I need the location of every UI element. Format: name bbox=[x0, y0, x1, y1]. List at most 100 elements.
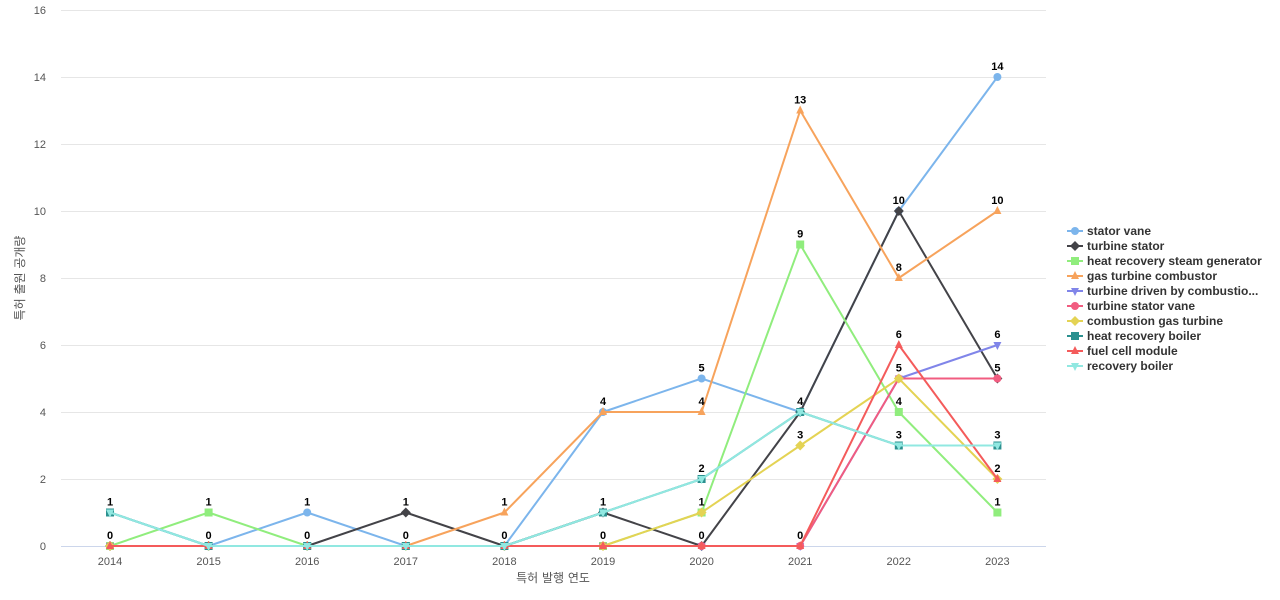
data-point bbox=[401, 543, 410, 551]
data-point bbox=[303, 508, 312, 517]
data-label: 0 bbox=[206, 530, 212, 542]
series-line bbox=[110, 344, 999, 547]
y-axis-title: 특허 출원 공개량 bbox=[13, 236, 27, 321]
data-point bbox=[204, 543, 213, 551]
data-label: 3 bbox=[896, 430, 902, 442]
x-axis-title: 특허 발행 연도 bbox=[516, 570, 590, 585]
grid-lines bbox=[61, 10, 1046, 480]
data-point bbox=[500, 507, 509, 516]
data-point bbox=[894, 340, 903, 348]
legend-item[interactable]: heat recovery boiler bbox=[1067, 329, 1201, 343]
series-line bbox=[110, 210, 999, 547]
legend-marker bbox=[1071, 346, 1079, 354]
x-tick-label: 2023 bbox=[985, 556, 1009, 568]
y-tick-label: 4 bbox=[40, 407, 46, 419]
x-tick-label: 2022 bbox=[887, 556, 911, 568]
data-label: 0 bbox=[699, 530, 705, 542]
data-label: 0 bbox=[107, 530, 113, 542]
legend-item[interactable]: turbine stator bbox=[1067, 239, 1165, 253]
legend-label: combustion gas turbine bbox=[1087, 314, 1223, 328]
data-label: 2 bbox=[994, 463, 1000, 475]
y-tick-label: 10 bbox=[34, 206, 46, 218]
series-layer bbox=[105, 73, 1003, 551]
data-label: 1 bbox=[107, 497, 113, 509]
data-point bbox=[894, 273, 903, 281]
data-point bbox=[204, 508, 213, 517]
legend-label: gas turbine combustor bbox=[1087, 269, 1217, 283]
legend-label: turbine stator vane bbox=[1087, 299, 1195, 313]
data-label: 4 bbox=[600, 396, 607, 408]
legend-label: turbine driven by combustio... bbox=[1087, 284, 1258, 298]
data-point bbox=[599, 509, 607, 518]
legend-item[interactable]: fuel cell module bbox=[1067, 344, 1178, 358]
data-point bbox=[500, 543, 509, 551]
data-point bbox=[106, 541, 114, 549]
data-label: 2 bbox=[699, 463, 705, 475]
series-line bbox=[109, 411, 998, 547]
data-label: 6 bbox=[994, 329, 1000, 341]
legend-item[interactable]: recovery boiler bbox=[1067, 359, 1173, 373]
data-point bbox=[697, 476, 706, 484]
data-label: 8 bbox=[896, 262, 902, 274]
y-tick-label: 16 bbox=[34, 5, 46, 17]
data-point bbox=[796, 541, 805, 549]
data-point bbox=[697, 541, 706, 549]
legend-marker bbox=[1071, 227, 1079, 235]
data-point bbox=[796, 105, 805, 114]
data-label: 1 bbox=[600, 497, 606, 509]
x-tick-label: 2016 bbox=[295, 556, 319, 568]
y-tick-label: 14 bbox=[34, 72, 46, 84]
data-point bbox=[796, 409, 805, 417]
data-label: 0 bbox=[501, 530, 507, 542]
x-tick-label: 2014 bbox=[98, 556, 122, 568]
x-tick-label: 2020 bbox=[689, 556, 713, 568]
data-label: 1 bbox=[699, 497, 705, 509]
data-label: 1 bbox=[501, 497, 507, 509]
y-axis-tick-labels: 0 2 4 6 8 10 12 14 16 bbox=[34, 5, 46, 553]
data-point bbox=[106, 509, 114, 518]
legend-label: turbine stator bbox=[1087, 239, 1165, 253]
legend-item[interactable]: turbine driven by combustio... bbox=[1067, 284, 1258, 298]
series-8 bbox=[106, 340, 1002, 549]
data-point bbox=[894, 408, 903, 416]
x-tick-label: 2017 bbox=[394, 556, 418, 568]
data-point bbox=[993, 73, 1002, 81]
x-tick-label: 2019 bbox=[591, 556, 615, 568]
legend-item[interactable]: heat recovery steam generator bbox=[1067, 254, 1262, 268]
legend-item[interactable]: stator vane bbox=[1067, 224, 1151, 238]
data-point bbox=[993, 442, 1002, 451]
data-label: 14 bbox=[991, 61, 1004, 73]
y-tick-label: 2 bbox=[40, 474, 46, 486]
data-label: 0 bbox=[304, 530, 310, 542]
data-point bbox=[400, 507, 411, 518]
legend-item[interactable]: gas turbine combustor bbox=[1067, 269, 1217, 283]
x-tick-label: 2021 bbox=[788, 556, 812, 568]
data-label: 9 bbox=[797, 229, 803, 241]
legend-label: recovery boiler bbox=[1087, 359, 1173, 373]
data-label: 5 bbox=[994, 363, 1000, 375]
series-3 bbox=[106, 105, 1002, 549]
data-label: 10 bbox=[893, 195, 905, 207]
legend-label: fuel cell module bbox=[1087, 344, 1178, 358]
data-point bbox=[696, 507, 707, 518]
data-label: 5 bbox=[896, 363, 902, 375]
series-line bbox=[110, 344, 998, 547]
legend-marker bbox=[1071, 302, 1079, 310]
data-label: 10 bbox=[991, 195, 1003, 207]
legend-item[interactable]: combustion gas turbine bbox=[1067, 314, 1223, 328]
legend-item[interactable]: turbine stator vane bbox=[1067, 299, 1195, 313]
data-label: 4 bbox=[797, 396, 804, 408]
y-tick-label: 0 bbox=[40, 541, 46, 553]
data-point bbox=[993, 206, 1002, 214]
series-4 bbox=[106, 342, 1002, 551]
series-2 bbox=[106, 240, 1002, 550]
data-point bbox=[893, 373, 904, 384]
data-point bbox=[993, 474, 1002, 482]
data-label: 6 bbox=[896, 329, 902, 341]
data-label: 0 bbox=[797, 530, 803, 542]
data-point bbox=[894, 442, 903, 451]
data-label: 0 bbox=[600, 530, 606, 542]
legend-marker bbox=[1071, 271, 1079, 279]
